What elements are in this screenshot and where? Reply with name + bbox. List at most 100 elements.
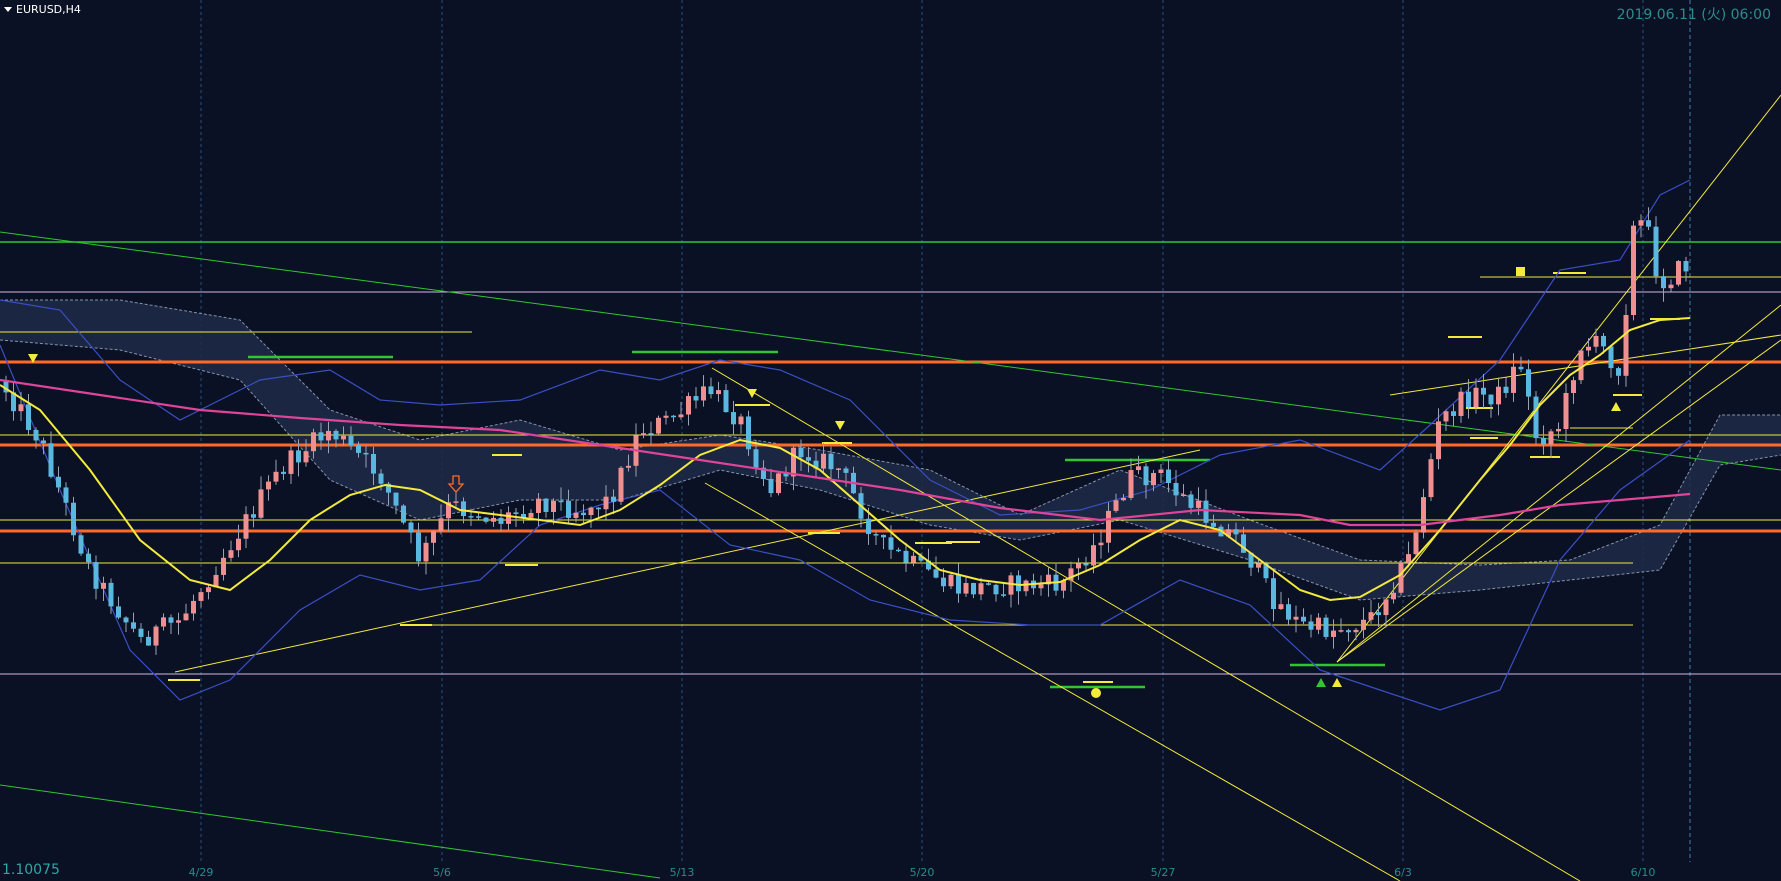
candle-body bbox=[1676, 261, 1681, 285]
candle-body bbox=[176, 620, 181, 623]
candle-body bbox=[888, 537, 894, 550]
candle-body bbox=[1616, 368, 1621, 376]
symbol-selector[interactable]: EURUSD,H4 bbox=[4, 3, 81, 16]
candle-body bbox=[41, 440, 46, 444]
candle-body bbox=[1631, 225, 1636, 315]
candle-body bbox=[978, 583, 984, 595]
candle-body bbox=[573, 512, 579, 518]
candle-body bbox=[1428, 459, 1434, 498]
candle-body bbox=[311, 432, 316, 452]
candle-body bbox=[1653, 226, 1659, 277]
bollinger-bands bbox=[0, 179, 1691, 711]
candle-body bbox=[1166, 469, 1171, 483]
candle-body bbox=[836, 468, 841, 470]
candle-body bbox=[1346, 630, 1351, 633]
candle-body bbox=[438, 518, 444, 532]
candle-body bbox=[333, 430, 339, 440]
candle-body bbox=[138, 628, 144, 637]
candle-body bbox=[1293, 616, 1299, 620]
candle-body bbox=[1203, 500, 1209, 523]
candle-body bbox=[356, 444, 361, 453]
candle-body bbox=[761, 467, 766, 479]
candle-body bbox=[1623, 314, 1629, 376]
candle-body bbox=[656, 417, 661, 434]
candle-body bbox=[618, 467, 624, 502]
candle-body bbox=[941, 577, 946, 587]
down-arrow-signal-icon bbox=[835, 421, 845, 430]
candle-body bbox=[476, 516, 481, 518]
candle-body bbox=[603, 496, 609, 510]
candle-body bbox=[753, 449, 759, 468]
candle-body bbox=[1241, 534, 1246, 553]
candle-body bbox=[971, 583, 976, 595]
candle-body bbox=[131, 622, 136, 629]
candle-body bbox=[1376, 612, 1381, 616]
candle-body bbox=[536, 498, 541, 513]
candle-body bbox=[1308, 621, 1314, 630]
candle-body bbox=[348, 435, 354, 445]
candle-body bbox=[198, 592, 204, 601]
date-tick: 5/20 bbox=[909, 866, 935, 879]
candle-body bbox=[611, 496, 616, 502]
candle-body bbox=[1068, 568, 1074, 581]
candle-body bbox=[791, 447, 796, 477]
candle-body bbox=[1683, 261, 1689, 272]
candle-body bbox=[1556, 428, 1561, 432]
candle-body bbox=[528, 512, 534, 518]
candle-body bbox=[1638, 220, 1644, 226]
candle-body bbox=[626, 465, 631, 468]
candle-body bbox=[48, 443, 54, 477]
candle-body bbox=[378, 473, 384, 484]
moving-averages bbox=[0, 317, 1691, 602]
candle-body bbox=[33, 429, 39, 441]
candle-body bbox=[318, 432, 324, 441]
candle-body bbox=[191, 600, 196, 614]
cloud-span-a bbox=[0, 299, 1781, 566]
candle-body bbox=[926, 560, 931, 570]
candle-body bbox=[468, 516, 474, 518]
candle-body bbox=[363, 452, 369, 455]
trend-line bbox=[0, 784, 661, 879]
candle-body bbox=[1106, 510, 1111, 543]
candle-body bbox=[1173, 482, 1179, 496]
candle-body bbox=[1188, 494, 1194, 508]
candle-body bbox=[701, 386, 706, 401]
candle-body bbox=[1128, 470, 1134, 498]
down-arrow-signal-icon bbox=[747, 389, 757, 398]
candle-body bbox=[423, 542, 429, 562]
up-arrow-signal-icon bbox=[1611, 402, 1621, 411]
date-tick: 4/29 bbox=[188, 866, 214, 879]
candle-body bbox=[933, 569, 939, 578]
candle-body bbox=[588, 507, 594, 516]
candle-body bbox=[78, 535, 84, 554]
candle-body bbox=[768, 478, 774, 494]
candle-body bbox=[161, 617, 166, 627]
candle-body bbox=[498, 517, 504, 524]
candle-body bbox=[558, 500, 564, 503]
candle-body bbox=[1503, 386, 1509, 393]
candle-body bbox=[273, 471, 279, 482]
candle-body bbox=[108, 582, 114, 607]
candle-body bbox=[1038, 584, 1044, 589]
candle-body bbox=[1436, 421, 1441, 460]
trend-lines bbox=[0, 94, 1781, 881]
candle-body bbox=[1248, 552, 1254, 568]
moving-average-fast bbox=[0, 317, 1691, 602]
candle-body bbox=[1278, 604, 1284, 609]
candle-body bbox=[723, 390, 729, 413]
cloud-span-b bbox=[0, 339, 1781, 601]
candle-body bbox=[581, 512, 586, 516]
candle-body bbox=[1533, 396, 1539, 439]
date-tick: 6/3 bbox=[1394, 866, 1412, 879]
candle-body bbox=[251, 514, 256, 518]
candle-body bbox=[813, 460, 819, 469]
trend-line bbox=[711, 367, 1581, 881]
candle-body bbox=[1473, 387, 1479, 408]
candle-body bbox=[1646, 220, 1651, 227]
candle-body bbox=[3, 380, 9, 393]
candle-body bbox=[641, 433, 646, 436]
candle-body bbox=[1061, 580, 1066, 591]
candle-body bbox=[1113, 500, 1119, 511]
dropdown-icon[interactable] bbox=[4, 7, 12, 12]
